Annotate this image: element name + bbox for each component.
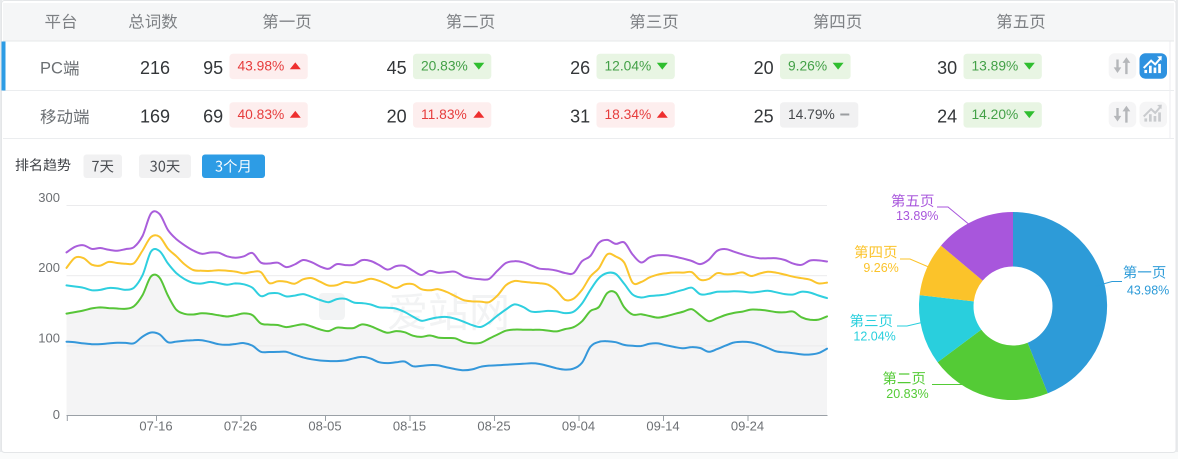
svg-text:30: 30 (937, 58, 957, 78)
svg-text:40.83%: 40.83% (238, 107, 285, 122)
svg-text:0: 0 (53, 407, 60, 422)
svg-text:08-15: 08-15 (393, 419, 426, 434)
svg-text:20.83%: 20.83% (421, 59, 468, 74)
svg-text:13.89%: 13.89% (972, 59, 1019, 74)
svg-text:09-14: 09-14 (646, 419, 679, 434)
svg-text:20.83%: 20.83% (886, 387, 928, 401)
svg-text:95: 95 (203, 58, 223, 78)
svg-text:07-26: 07-26 (224, 419, 257, 434)
svg-text:11.83%: 11.83% (421, 107, 467, 122)
svg-text:12.04%: 12.04% (605, 59, 652, 74)
svg-text:43.98%: 43.98% (238, 59, 285, 74)
svg-text:26: 26 (570, 58, 590, 78)
svg-text:12.04%: 12.04% (853, 330, 895, 344)
svg-text:100: 100 (38, 330, 60, 345)
svg-text:14.20%: 14.20% (972, 107, 1019, 122)
svg-text:09-24: 09-24 (731, 419, 764, 434)
svg-text:43.98%: 43.98% (1127, 284, 1169, 298)
svg-text:08-25: 08-25 (477, 419, 510, 434)
svg-text:9.26%: 9.26% (863, 261, 898, 275)
svg-text:07-16: 07-16 (139, 419, 172, 434)
svg-text:PC: PC (40, 60, 63, 78)
svg-text:13.89%: 13.89% (896, 209, 938, 223)
svg-text:08-05: 08-05 (308, 419, 341, 434)
svg-text:24: 24 (937, 106, 957, 126)
svg-text:300: 300 (38, 190, 60, 205)
svg-text:45: 45 (387, 58, 407, 78)
svg-text:09-04: 09-04 (562, 419, 595, 434)
svg-text:216: 216 (140, 58, 170, 78)
svg-text:14.79%: 14.79% (788, 107, 835, 122)
svg-text:31: 31 (570, 106, 590, 126)
svg-text:18.34%: 18.34% (605, 107, 652, 122)
svg-text:20: 20 (387, 106, 407, 126)
svg-text:20: 20 (754, 58, 774, 78)
svg-text:9.26%: 9.26% (788, 59, 827, 74)
svg-text:25: 25 (754, 106, 774, 126)
svg-text:69: 69 (203, 106, 223, 126)
svg-text:169: 169 (140, 106, 170, 126)
svg-text:200: 200 (38, 260, 60, 275)
